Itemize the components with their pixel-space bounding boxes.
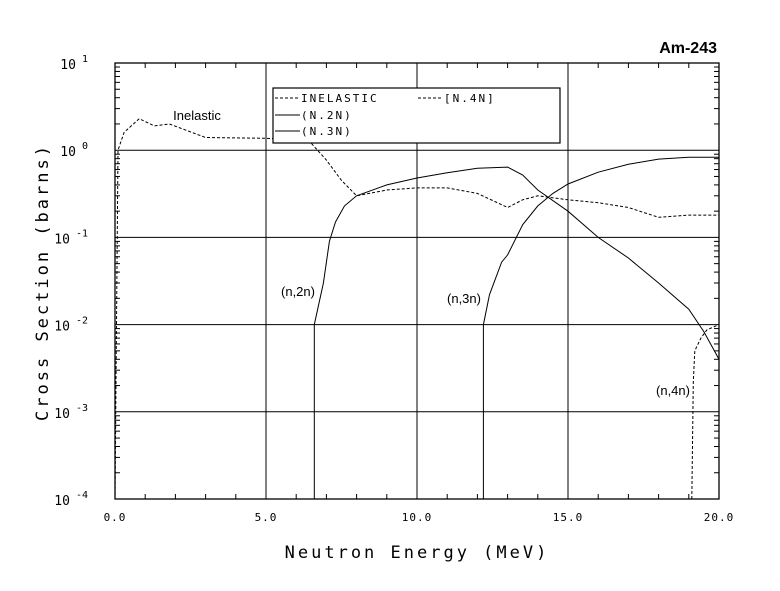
y-tick-exponent: 1 <box>76 54 88 65</box>
legend-entry: (N.2N) <box>301 109 353 122</box>
series-line-n4n <box>691 324 720 500</box>
y-tick-exponent: -3 <box>70 403 88 414</box>
y-tick-label: 10 1 <box>60 54 88 73</box>
legend-entry: (N.3N) <box>301 125 353 138</box>
y-tick-label: 10 -1 <box>54 228 88 247</box>
y-tick-base: 10 <box>60 145 76 160</box>
y-tick-exponent: 0 <box>76 141 88 152</box>
y-tick-base: 10 <box>54 232 70 247</box>
y-tick-label: 10 -2 <box>54 316 88 335</box>
x-tick-label: 0.0 <box>104 511 127 524</box>
x-tick-label: 20.0 <box>704 511 735 524</box>
y-tick-label: 10 -4 <box>54 490 88 509</box>
legend-entry: INELASTIC <box>301 92 379 105</box>
y-tick-label: 10 -3 <box>54 403 88 422</box>
y-tick-base: 10 <box>54 320 70 335</box>
series-line-n3n <box>482 156 719 499</box>
y-axis-label: Cross Section (barns) <box>33 143 53 421</box>
legend: INELASTIC (N.2N) (N.3N) [N.4N] <box>272 87 561 144</box>
series-annotation: (n,3n) <box>447 291 481 306</box>
y-tick-base: 10 <box>54 407 70 422</box>
y-tick-base: 10 <box>60 58 76 73</box>
x-tick-label: 10.0 <box>402 511 433 524</box>
legend-entry: [N.4N] <box>444 92 496 105</box>
series-line-n2n <box>313 166 720 499</box>
y-tick-exponent: -1 <box>70 228 88 239</box>
y-tick-exponent: -2 <box>70 316 88 327</box>
x-tick-label: 15.0 <box>553 511 584 524</box>
series-line-inelastic <box>114 118 719 500</box>
x-tick-label: 5.0 <box>255 511 278 524</box>
chart-title: Am-243 <box>659 40 717 57</box>
series-annotation: (n,4n) <box>656 383 690 398</box>
series-annotation: Inelastic <box>173 108 221 123</box>
series-annotation: (n,2n) <box>281 284 315 299</box>
y-tick-base: 10 <box>54 494 70 509</box>
y-tick-label: 10 0 <box>60 141 88 160</box>
y-tick-exponent: -4 <box>70 490 88 501</box>
x-axis-label: Neutron Energy (MeV) <box>285 543 550 563</box>
legend-box <box>272 87 561 144</box>
